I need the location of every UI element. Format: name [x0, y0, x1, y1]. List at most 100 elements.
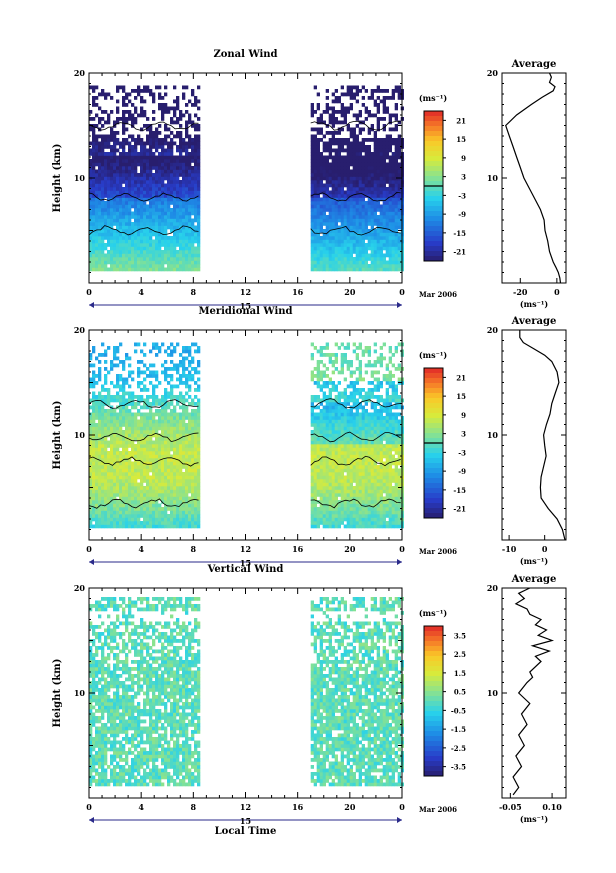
heatmap-cell: [373, 267, 377, 272]
heatmap-cell: [119, 197, 123, 202]
heatmap-cell: [155, 246, 159, 251]
heatmap-cell: [358, 162, 362, 167]
heatmap-cell: [92, 524, 96, 529]
heatmap-cell: [125, 447, 129, 452]
heatmap-cell: [95, 507, 99, 511]
heatmap-cell: [376, 232, 380, 237]
heatmap-cell: [173, 180, 177, 184]
heatmap-cell: [128, 430, 132, 434]
heatmap-cell: [310, 110, 314, 114]
heatmap-cell: [376, 201, 380, 205]
heatmap-cell: [361, 524, 365, 529]
heatmap-cell: [107, 183, 111, 188]
heatmap-cell: [182, 447, 186, 452]
heatmap-cell: [167, 521, 171, 525]
heatmap-cell: [137, 398, 141, 403]
heatmap-cell: [110, 433, 114, 438]
heatmap-cell: [176, 524, 180, 529]
heatmap-cell: [164, 211, 168, 216]
heatmap-cell: [349, 500, 353, 504]
heatmap-cell: [131, 405, 135, 410]
heatmap-cell: [191, 138, 195, 142]
heatmap-cell: [179, 134, 183, 139]
heatmap-cell: [146, 211, 150, 216]
heatmap-cell: [322, 134, 326, 139]
heatmap-cell: [322, 208, 326, 212]
colorbar-swatch: [424, 126, 443, 132]
heatmap-cell: [110, 447, 114, 452]
heatmap-cell: [331, 503, 335, 508]
heatmap-cell: [185, 169, 189, 174]
heatmap-cell: [397, 152, 401, 156]
heatmap-cell: [352, 197, 356, 202]
heatmap-cell: [328, 106, 332, 111]
heatmap-cell: [155, 169, 159, 174]
heatmap-cell: [182, 169, 186, 174]
heatmap-cell: [197, 106, 201, 111]
heatmap-cell: [143, 148, 147, 153]
heatmap-cell: [140, 395, 144, 399]
heatmap-cell: [361, 166, 365, 170]
heatmap-cell: [188, 482, 192, 487]
heatmap-cell: [134, 162, 138, 167]
heatmap-cell: [125, 208, 129, 212]
heatmap-cell: [158, 521, 162, 525]
heatmap-cell: [104, 447, 108, 452]
heatmap-cell: [349, 489, 353, 494]
heatmap-cell: [155, 353, 159, 357]
heatmap-cell: [382, 106, 386, 111]
heatmap-cell: [170, 489, 174, 494]
heatmap-cell: [319, 155, 323, 160]
heatmap-cell: [319, 243, 323, 247]
heatmap-cell: [110, 472, 114, 476]
heatmap-cell: [149, 423, 153, 427]
heatmap-cell: [188, 503, 192, 508]
heatmap-cell: [397, 215, 401, 219]
heatmap-cell: [92, 349, 96, 354]
heatmap-cell: [161, 461, 165, 466]
heatmap-cell: [328, 218, 332, 223]
heatmap-cell: [382, 215, 386, 219]
heatmap-cell: [140, 243, 144, 247]
heatmap-cell: [143, 353, 147, 357]
heatmap-cell: [343, 503, 347, 508]
heatmap-cell: [397, 496, 401, 501]
heatmap-cell: [125, 412, 129, 417]
heatmap-cell: [352, 211, 356, 216]
heatmap-cell: [101, 402, 105, 406]
heatmap-cell: [179, 391, 183, 396]
heatmap-cell: [161, 218, 165, 223]
heatmap-cell: [373, 229, 377, 233]
heatmap-cell: [394, 138, 398, 142]
heatmap-cell: [122, 113, 126, 118]
heatmap-cell: [194, 342, 198, 347]
heatmap-cell: [122, 388, 126, 392]
heatmap-cell: [194, 475, 198, 480]
heatmap-cell: [176, 461, 180, 466]
heatmap-cell: [137, 89, 141, 93]
heatmap-cell: [397, 155, 401, 160]
heatmap-cell: [376, 145, 380, 149]
heatmap-cell: [397, 250, 401, 254]
heatmap-cell: [316, 243, 320, 247]
heatmap-cell: [155, 173, 159, 177]
heatmap-cell: [185, 110, 189, 114]
heatmap-cell: [331, 264, 335, 268]
heatmap-cell: [143, 211, 147, 216]
heatmap-cell: [364, 208, 368, 212]
heatmap-cell: [191, 267, 195, 272]
heatmap-cell: [134, 514, 138, 518]
heatmap-cell: [310, 173, 314, 177]
heatmap-cell: [176, 363, 180, 368]
heatmap-cell: [194, 468, 198, 473]
heatmap-cell: [152, 194, 156, 198]
heatmap-cell: [322, 120, 326, 125]
heatmap-cell: [364, 232, 368, 237]
heatmap-cell: [107, 479, 111, 483]
heatmap-cell: [328, 229, 332, 233]
heatmap-cell: [316, 145, 320, 149]
heatmap-cell: [95, 243, 99, 247]
heatmap-cell: [185, 253, 189, 258]
heatmap-cell: [161, 215, 165, 219]
heatmap-cell: [197, 124, 201, 128]
